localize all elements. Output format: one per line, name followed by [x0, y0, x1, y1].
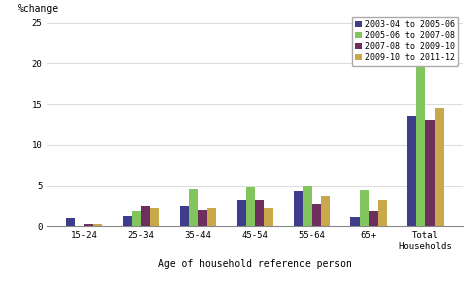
Bar — [132, 211, 141, 226]
Bar — [435, 108, 444, 226]
Bar — [350, 216, 360, 226]
Bar — [378, 200, 387, 226]
Bar — [66, 218, 75, 226]
Bar — [246, 187, 255, 226]
Legend: 2003-04 to 2005-06, 2005-06 to 2007-08, 2007-08 to 2009-10, 2009-10 to 2011-12: 2003-04 to 2005-06, 2005-06 to 2007-08, … — [352, 17, 458, 66]
Bar — [312, 203, 321, 226]
Bar — [255, 200, 264, 226]
Bar — [123, 216, 132, 226]
X-axis label: Age of household reference person: Age of household reference person — [158, 259, 352, 269]
Bar — [84, 224, 93, 226]
Bar — [369, 211, 378, 226]
Bar — [189, 189, 198, 226]
Bar — [264, 209, 273, 226]
Bar — [360, 190, 369, 226]
Bar — [236, 200, 246, 226]
Text: %change: %change — [18, 5, 59, 14]
Bar — [207, 209, 216, 226]
Bar — [294, 190, 303, 226]
Bar — [180, 206, 189, 226]
Bar — [321, 196, 330, 226]
Bar — [141, 206, 150, 226]
Bar — [303, 186, 312, 226]
Bar — [425, 120, 435, 226]
Bar — [198, 210, 207, 226]
Bar — [416, 61, 425, 226]
Bar — [150, 208, 160, 226]
Bar — [93, 224, 102, 226]
Bar — [407, 115, 416, 226]
